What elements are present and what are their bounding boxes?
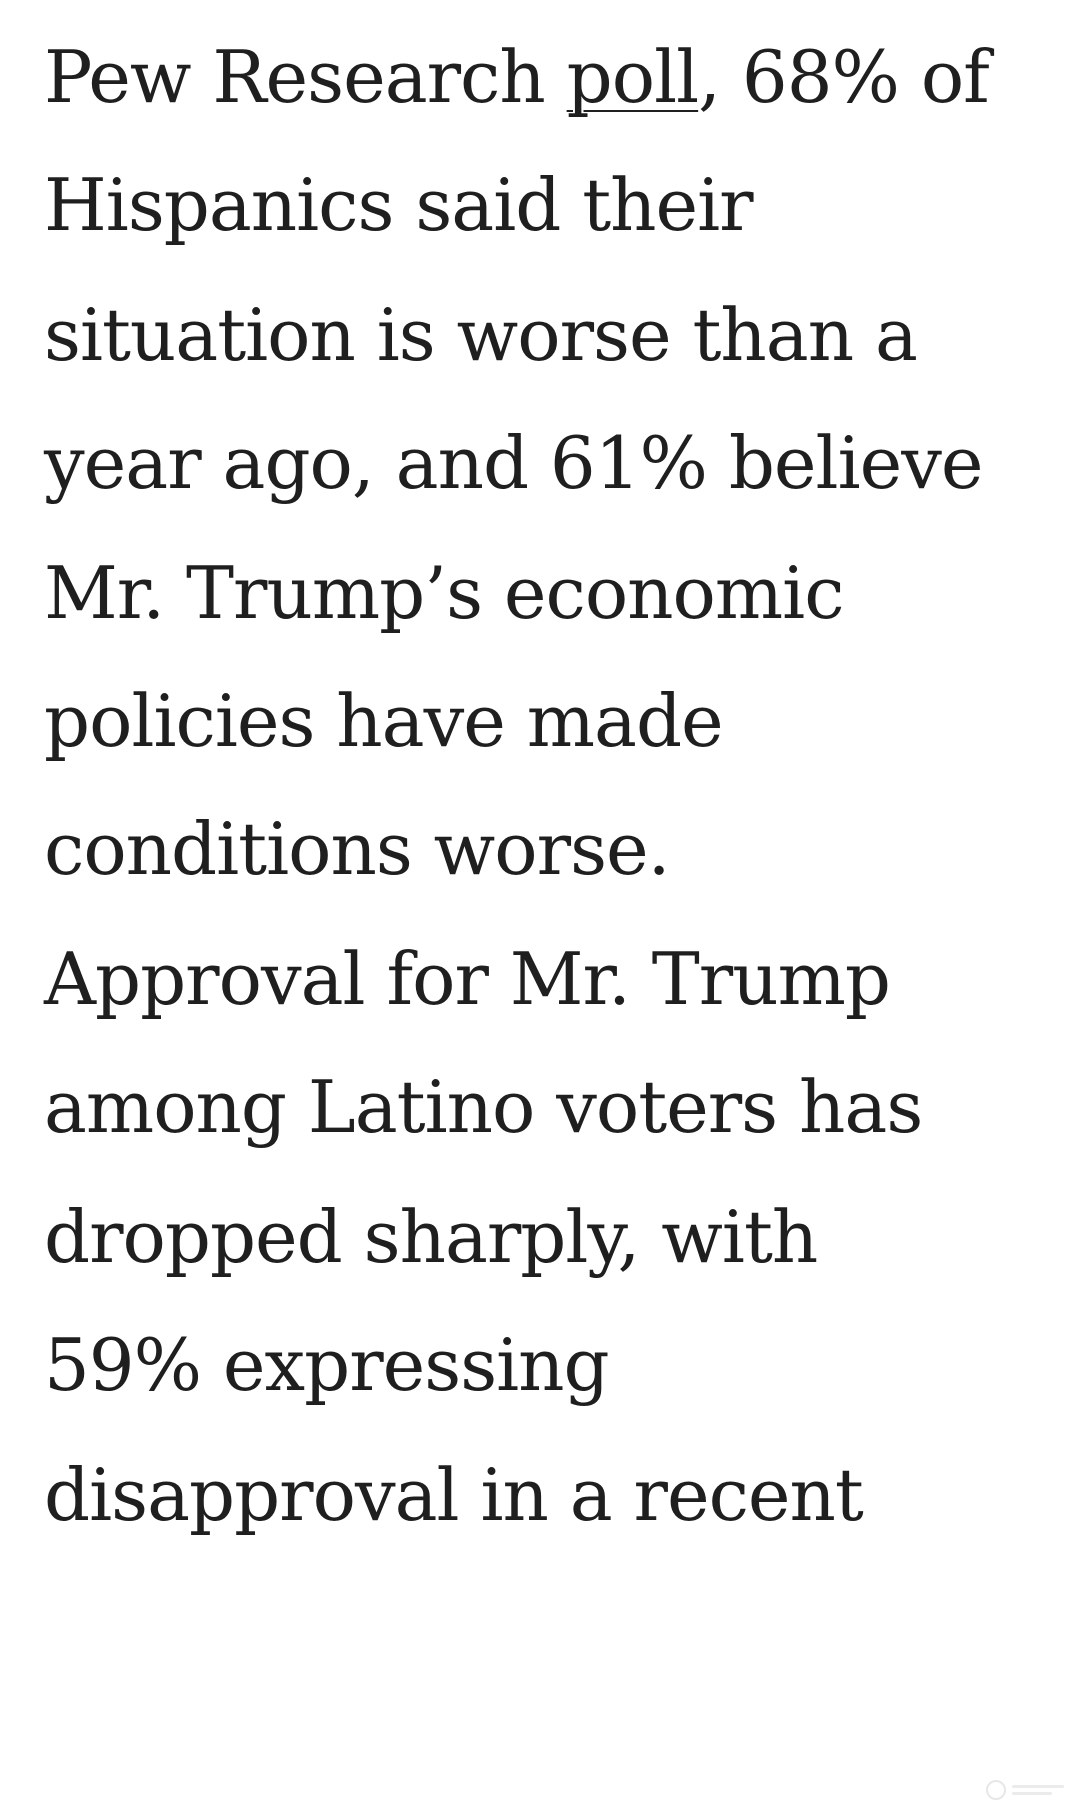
paragraph-line: Hispanics said their (44, 163, 754, 247)
watermark-circle (986, 1780, 1006, 1800)
poll-link[interactable]: poll (566, 35, 699, 119)
line-text: Pew Research (44, 35, 567, 119)
paragraph-line: Approval for Mr. Trump (44, 937, 891, 1021)
line-text: , 68% of (698, 35, 990, 119)
paragraph-line: year ago, and 61% believe (44, 421, 983, 505)
paragraph-line: among Latino voters has (44, 1065, 923, 1149)
paragraph-line: situation is worse than a (44, 293, 918, 377)
paragraph-line: Mr. Trump’s economic (44, 551, 845, 635)
paragraph-line: 59% expressing (44, 1323, 610, 1407)
paragraph-line: disapproval in a recent (44, 1453, 864, 1537)
paragraph-line: policies have made (44, 679, 724, 763)
watermark-logo-icon (986, 1780, 1064, 1800)
paragraph-line: conditions worse. (44, 807, 671, 891)
paragraph-line: Pew Research poll, 68% of (44, 32, 990, 122)
watermark-bars (1012, 1785, 1064, 1795)
paragraph-line: dropped sharply, with (44, 1195, 818, 1279)
